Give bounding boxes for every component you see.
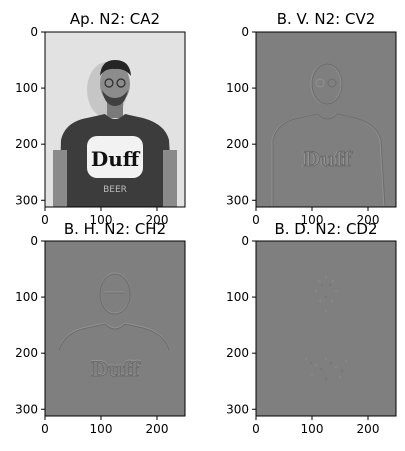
x-tick-label: 200 bbox=[357, 422, 380, 436]
ca2-axes: 0 100 200 0 100 200 300 bbox=[15, 25, 168, 227]
x-tick-label: 0 bbox=[252, 213, 260, 227]
y-tick-label: 300 bbox=[226, 193, 249, 207]
svg-text:BEER: BEER bbox=[103, 185, 127, 195]
y-tick-label: 0 bbox=[241, 25, 249, 39]
y-tick-label: 0 bbox=[241, 234, 249, 248]
x-tick-label: 100 bbox=[301, 422, 324, 436]
y-tick-label: 200 bbox=[226, 137, 249, 151]
x-tick-label: 200 bbox=[146, 422, 169, 436]
x-tick-label: 100 bbox=[301, 213, 324, 227]
cd2-axes: 0 100 200 0 100 200 300 bbox=[226, 234, 379, 436]
y-tick-label: 300 bbox=[226, 402, 249, 416]
cv2-image: Duff Duff bbox=[256, 32, 396, 207]
panel-title: B. H. N2: CH2 bbox=[64, 220, 166, 238]
x-tick-label: 0 bbox=[41, 422, 49, 436]
svg-text:Duff: Duff bbox=[303, 147, 353, 171]
y-tick-label: 100 bbox=[226, 290, 249, 304]
y-tick-label: 200 bbox=[226, 346, 249, 360]
x-tick-label: 100 bbox=[90, 422, 113, 436]
y-tick-label: 200 bbox=[15, 137, 38, 151]
ca2-image: Duff BEER bbox=[45, 32, 185, 207]
axes-frame bbox=[44, 240, 186, 417]
y-tick-label: 200 bbox=[15, 346, 38, 360]
cd2-image bbox=[256, 241, 396, 416]
x-tick-label: 0 bbox=[41, 213, 49, 227]
x-tick-label: 200 bbox=[357, 213, 380, 227]
y-tick-label: 100 bbox=[226, 81, 249, 95]
axes-frame bbox=[44, 31, 186, 208]
x-tick-label: 200 bbox=[146, 213, 169, 227]
panel-title: B. D. N2: CD2 bbox=[274, 220, 377, 238]
x-tick-label: 100 bbox=[90, 213, 113, 227]
svg-text:Duff: Duff bbox=[91, 356, 141, 380]
panel-ch2: B. H. N2: CH2 Duff Duff 0 100 200 0 100 200 30… bbox=[15, 220, 186, 436]
cv2-axes: 0 100 200 0 100 200 300 bbox=[226, 25, 379, 227]
svg-text:Duff: Duff bbox=[91, 357, 141, 381]
panel-cv2: B. V. N2: CV2 Duff Duff 0 100 200 0 100 200 30… bbox=[226, 10, 397, 227]
x-tick-label: 0 bbox=[252, 422, 260, 436]
y-tick-label: 300 bbox=[15, 402, 38, 416]
svg-text:Duff: Duff bbox=[91, 147, 141, 171]
panel-title: Ap. N2: CA2 bbox=[70, 10, 160, 28]
panel-ca2: Ap. N2: CA2 Duff BEER bbox=[15, 10, 186, 227]
ch2-image: Duff Duff bbox=[45, 241, 185, 416]
axes-frame bbox=[255, 240, 397, 417]
panel-title: B. V. N2: CV2 bbox=[277, 10, 376, 28]
y-tick-label: 0 bbox=[30, 25, 38, 39]
y-tick-label: 0 bbox=[30, 234, 38, 248]
svg-text:Duff: Duff bbox=[302, 147, 352, 171]
panel-cd2: B. D. N2: CD2 0 100 200 0 100 200 300 bbox=[226, 220, 397, 436]
y-tick-label: 300 bbox=[15, 193, 38, 207]
y-tick-label: 100 bbox=[15, 81, 38, 95]
axes-frame bbox=[255, 31, 397, 208]
y-tick-label: 100 bbox=[15, 290, 38, 304]
ch2-axes: 0 100 200 0 100 200 300 bbox=[15, 234, 168, 436]
